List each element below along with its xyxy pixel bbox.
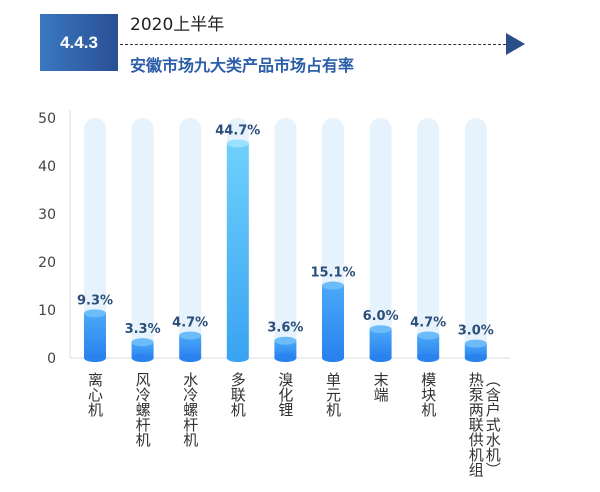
data-label: 4.7% [410, 315, 446, 330]
bar-track [131, 118, 154, 358]
bar-base [131, 354, 154, 362]
data-label: 15.1% [310, 266, 355, 281]
arrow-icon [506, 33, 525, 55]
bar-track [464, 118, 487, 358]
bar-track [417, 118, 440, 358]
bar-top [84, 309, 106, 318]
x-tick-label: 末端 [371, 372, 390, 402]
bar-base [226, 354, 249, 362]
bar-top [464, 339, 487, 348]
x-tick-label: 风冷螺杆机 [133, 372, 152, 447]
bar-top [274, 336, 297, 345]
chart-title: 安徽市场九大类产品市场占有率 [130, 56, 355, 75]
bar-base [84, 354, 106, 362]
bar [226, 143, 249, 358]
y-tick-label: 0 [47, 351, 56, 367]
x-tick-label: 模块机 [419, 372, 438, 417]
bar-top [417, 331, 440, 340]
bar [131, 342, 154, 358]
x-tick-label: 溴化锂 [276, 372, 295, 417]
bar-base [369, 354, 392, 362]
bar-base [274, 354, 297, 362]
bar [322, 285, 344, 358]
bar-track [179, 118, 202, 358]
bar-top [226, 139, 249, 148]
x-tick-label: 水冷螺杆机 [181, 372, 200, 447]
bar-base [417, 354, 440, 362]
data-label: 3.0% [458, 324, 494, 339]
bar-top [179, 331, 202, 340]
subtitle: 2020上半年 [130, 15, 225, 35]
bar-track [369, 118, 392, 358]
y-tick-label: 40 [38, 159, 56, 175]
bar-top [131, 338, 154, 347]
divider [120, 44, 506, 45]
bar [179, 335, 202, 358]
x-tick-label: 单元机 [324, 372, 342, 417]
x-tick-label: 热泵两联供机组（含户式水机） [466, 372, 502, 477]
data-label: 44.7% [215, 123, 260, 138]
y-tick-label: 10 [38, 303, 56, 319]
data-label: 3.3% [125, 322, 161, 337]
bar [369, 329, 392, 358]
section-badge: 4.4.3 [40, 14, 118, 71]
x-tick-label: 离心机 [86, 372, 104, 417]
data-label: 3.6% [267, 321, 303, 336]
bar-track [84, 118, 106, 358]
data-label: 6.0% [363, 309, 399, 324]
bar-base [179, 354, 202, 362]
y-tick-label: 20 [38, 255, 56, 271]
bar-track [274, 118, 297, 358]
y-tick-label: 30 [38, 207, 56, 223]
bar-top [322, 281, 344, 290]
bar [84, 313, 106, 358]
bar [417, 335, 440, 358]
bar-base [464, 354, 487, 362]
data-label: 4.7% [172, 315, 208, 330]
y-tick-label: 50 [38, 111, 56, 127]
bar [464, 343, 487, 358]
bar-base [322, 354, 344, 362]
bar [274, 340, 297, 358]
bar-top [369, 325, 392, 334]
data-label: 9.3% [77, 293, 113, 308]
x-tick-label: 多联机 [228, 372, 247, 417]
